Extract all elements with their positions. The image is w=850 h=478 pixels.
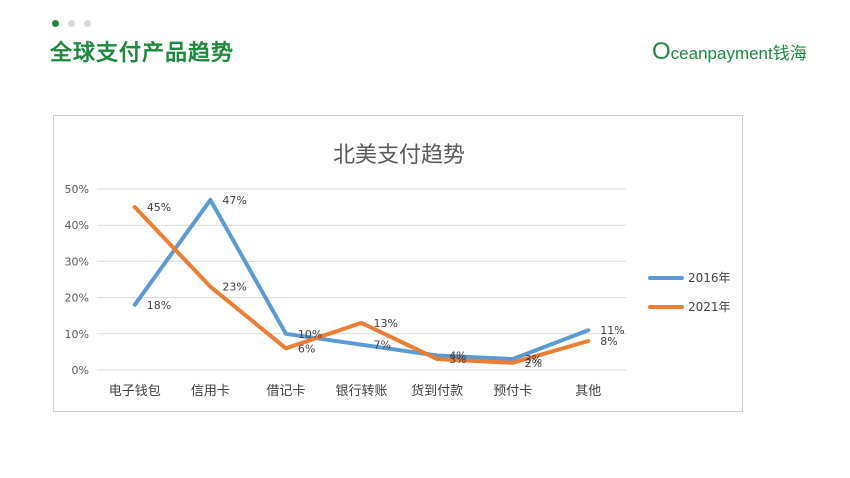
legend-label: 2021年: [688, 300, 731, 314]
data-label: 13%: [374, 317, 398, 330]
data-label: 23%: [222, 281, 246, 294]
chart-title: 北美支付趋势: [333, 143, 465, 168]
x-tick-label: 电子钱包: [109, 384, 161, 399]
y-tick-label: 10%: [65, 328, 89, 341]
x-tick-label: 借记卡: [266, 384, 305, 399]
x-tick-label: 货到付款: [411, 383, 463, 399]
x-tick-label: 信用卡: [191, 384, 230, 399]
data-label: 6%: [298, 342, 315, 355]
y-tick-label: 20%: [65, 292, 89, 305]
data-label: 7%: [374, 339, 391, 352]
data-label: 18%: [147, 299, 171, 312]
x-tick-label: 银行转账: [335, 384, 387, 399]
legend-label: 2016年: [688, 271, 731, 285]
line-chart: 北美支付趋势 0% 10% 20% 30% 40% 50% 电子钱包 信用卡 借记卡 银行转账 货到付…: [65, 143, 731, 399]
data-label: 3%: [525, 353, 542, 366]
y-tick-label: 40%: [65, 219, 89, 232]
x-tick-label: 预付卡: [493, 384, 532, 399]
chart-container: 北美支付趋势 0% 10% 20% 30% 40% 50% 电子钱包 信用卡 借记卡 银行转账 货到付…: [53, 115, 743, 412]
logo-wordmark: ceanpayment: [670, 44, 773, 63]
series-line-2021: [132, 205, 591, 365]
y-tick-label: 30%: [65, 255, 89, 268]
x-tick-label: 其他: [575, 384, 601, 399]
slide-dot: [68, 20, 75, 27]
data-label: 2%: [525, 357, 542, 370]
slide-dot: [84, 20, 91, 27]
data-label: 47%: [222, 194, 246, 207]
data-label: 4%: [449, 350, 466, 363]
data-label: 11%: [600, 324, 624, 337]
data-label: 10%: [298, 328, 322, 341]
slide-dot-active: [52, 20, 59, 27]
oceanpayment-logo: Oceanpayment钱海: [652, 38, 807, 66]
data-label: 45%: [147, 201, 171, 214]
y-tick-label: 0%: [72, 364, 89, 377]
data-label: 8%: [600, 335, 617, 348]
logo-chinese: 钱海: [772, 44, 807, 63]
slide-title: 全球支付产品趋势: [50, 41, 235, 66]
logo-letter: O: [652, 38, 671, 65]
slide-indicator: [52, 20, 91, 27]
data-label: 3%: [449, 353, 466, 366]
y-tick-label: 50%: [65, 183, 89, 196]
series-line-2016: [132, 197, 591, 362]
